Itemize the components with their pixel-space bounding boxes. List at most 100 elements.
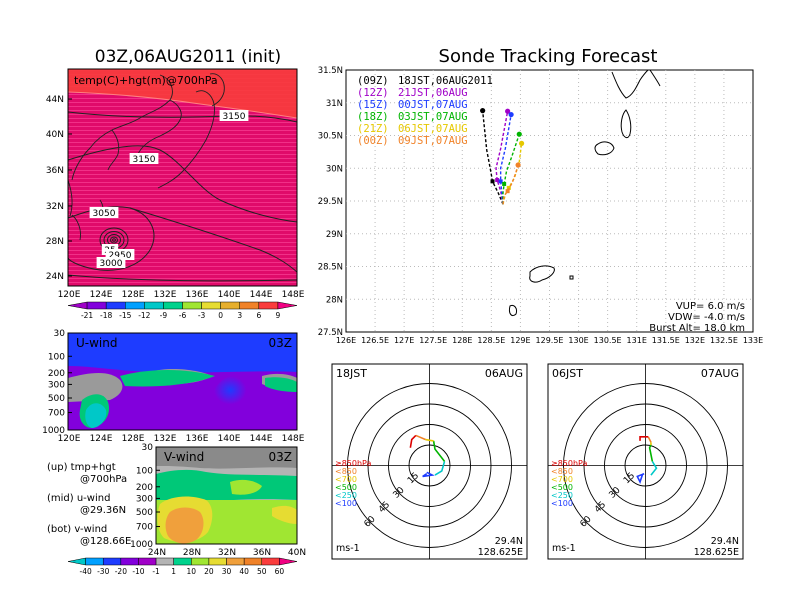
colorbar-label: 50 xyxy=(257,567,267,576)
colorbar-swatch xyxy=(258,301,279,310)
u-lon-tick: 136E xyxy=(186,434,209,444)
v-lat-tick: 32N xyxy=(218,548,236,558)
colorbar-label: -40 xyxy=(79,567,91,576)
track-lat-tick: 31.5N xyxy=(318,66,343,76)
contour-label: 3050 xyxy=(93,209,116,219)
track-launch-point xyxy=(518,140,525,146)
hodo-segment xyxy=(639,435,649,441)
track-launch-point xyxy=(505,108,511,114)
map-lat-tick: 28N xyxy=(46,237,64,247)
track-lon-tick: 126E xyxy=(336,336,356,345)
track-lon-tick: 133E xyxy=(743,336,763,345)
colorbar-swatch xyxy=(163,301,183,310)
colorbar-swatch xyxy=(261,557,280,566)
hodo-segment xyxy=(636,472,645,484)
pressure-tick: 200 xyxy=(136,483,153,493)
track-legend-text: 03JST,07AUG xyxy=(398,111,468,123)
hodo-lon: 128.625E xyxy=(478,547,523,558)
track-lat-tick: 29N xyxy=(326,230,343,240)
colorbar-label: -3 xyxy=(198,311,206,320)
track-legend-text: 06JST,07AUG xyxy=(398,123,468,135)
track-burst-point xyxy=(495,178,500,183)
hodo-segment xyxy=(650,460,658,476)
u-lon-tick: 144E xyxy=(250,434,273,444)
pressure-tick: 700 xyxy=(136,523,153,533)
map-lon-tick: 148E xyxy=(282,290,305,300)
pressure-tick: 700 xyxy=(48,409,65,419)
pressure-tick: 1000 xyxy=(42,426,65,436)
hodo-date: 07AUG xyxy=(701,367,739,380)
colorbar-label: -21 xyxy=(81,311,93,320)
tracking-map: (09Z) 18JST,06AUG2011 (12Z) 21JST,06AUG (15Z… xyxy=(318,66,763,345)
u-lon-tick: 132E xyxy=(154,434,177,444)
hodo-legend-item: <850 xyxy=(551,467,573,476)
pressure-tick: 200 xyxy=(48,369,65,379)
colorbar-swatch xyxy=(67,301,88,310)
pressure-tick: 300 xyxy=(48,380,65,390)
track-launch-point xyxy=(508,111,514,118)
map-lat-tick: 40N xyxy=(46,130,64,140)
hodo-ring xyxy=(583,403,708,528)
colorbar-swatch xyxy=(243,557,263,566)
track-legend-code: (21Z) xyxy=(357,123,389,135)
pressure-tick: 300 xyxy=(136,494,153,504)
colorbar-swatch xyxy=(144,301,164,310)
colorbar-swatch xyxy=(191,557,210,566)
hodo-legend-item: <500 xyxy=(335,483,357,492)
track-legend-text: 00JST,07AUG xyxy=(398,99,468,111)
colorbar-label: -18 xyxy=(100,311,112,320)
hodo-segment xyxy=(409,434,417,448)
colorbar-label: 60 xyxy=(275,567,285,576)
hodo-segment xyxy=(434,461,446,476)
colorbar-swatch xyxy=(86,301,107,310)
colorbar-label: -15 xyxy=(119,311,131,320)
hodo-time: 18JST xyxy=(336,367,367,380)
hodo-lat: 29.4N xyxy=(495,536,523,547)
colorbar-label: -9 xyxy=(160,311,168,320)
v-lat-tick: 24N xyxy=(148,548,166,558)
hodo-segment xyxy=(415,434,426,441)
track-line xyxy=(481,110,504,205)
hodo-legend-item: <500 xyxy=(551,483,573,492)
track-lat-tick: 31N xyxy=(326,99,343,109)
left-title: 03Z,06AUG2011 (init) xyxy=(95,47,281,67)
hodo-legend-item: <100 xyxy=(551,499,573,508)
colorbar-label: 20 xyxy=(204,567,214,576)
track-lon-tick: 128.5E xyxy=(477,336,505,345)
colorbar-label: 40 xyxy=(239,567,249,576)
colorbar-swatch xyxy=(239,301,260,310)
hodo-ring xyxy=(563,383,728,548)
colorbar-swatch xyxy=(85,557,104,566)
u-lon-tick: 128E xyxy=(122,434,145,444)
colorbar-label: 10 xyxy=(187,567,197,576)
track-lon-tick: 132E xyxy=(685,336,705,345)
track-burst-point xyxy=(502,181,507,186)
track-lat-tick: 30N xyxy=(326,164,343,174)
hodo-segment xyxy=(647,436,652,443)
u-lon-tick: 148E xyxy=(282,434,305,444)
colorbar-swatch xyxy=(120,557,139,566)
track-lon-tick: 131.5E xyxy=(652,336,680,345)
u-lon-tick: 120E xyxy=(58,434,81,444)
colorbar-swatch xyxy=(201,301,221,310)
hodo-legend-item: ≥850hPa xyxy=(551,459,588,468)
track-legend-code: (18Z) xyxy=(357,111,389,123)
temp-height-map: 3150315030502529503000 temp(C)+hgt(m)@70… xyxy=(46,68,305,300)
hodo-lat: 29.4N xyxy=(711,536,739,547)
v-lat-tick: 40N xyxy=(288,548,306,558)
colorbar-swatch xyxy=(155,557,174,566)
hodo-ring xyxy=(408,444,451,487)
hodo-legend-item: <100 xyxy=(335,499,357,508)
colorbar-swatch xyxy=(173,557,192,566)
map-lon-tick: 144E xyxy=(250,290,273,300)
track-legend-code: (12Z) xyxy=(357,87,389,99)
colorbar-swatch xyxy=(138,557,157,566)
hodo-ring xyxy=(624,444,667,487)
track-lon-tick: 130E xyxy=(568,336,588,345)
hodo-ring xyxy=(604,424,687,507)
track-line xyxy=(495,111,509,205)
track-legend-text: 18JST,06AUG2011 xyxy=(398,75,493,87)
hodo-time: 06JST xyxy=(552,367,583,380)
